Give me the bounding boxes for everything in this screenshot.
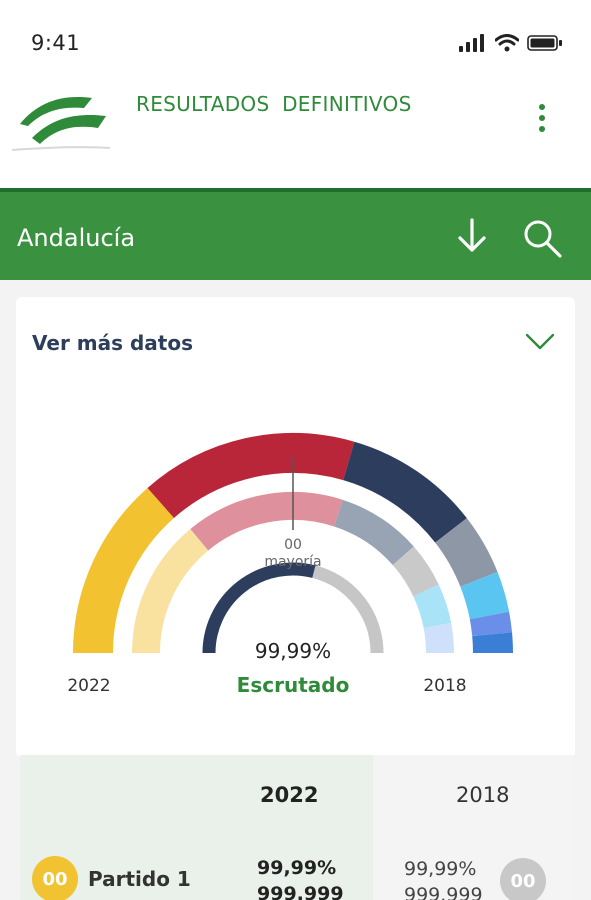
chevron-down-icon[interactable] (524, 329, 556, 353)
status-time: 9:41 (31, 31, 81, 55)
app-header: RESULTADOS DEFINITIVOS (0, 86, 591, 188)
battery-icon (527, 35, 562, 51)
column-header-2022: 2022 (260, 783, 319, 807)
column-2022-background (20, 755, 373, 900)
download-icon[interactable] (452, 216, 492, 256)
region-toolbar: Andalucía (0, 188, 591, 280)
results-table: 2022 2018 00 Partido 1 99,99% 999.999 99… (20, 755, 572, 900)
andalucia-logo (11, 97, 111, 151)
party-badge-2018: 00 (500, 858, 546, 900)
header-title: RESULTADOS DEFINITIVOS (136, 92, 412, 116)
search-icon[interactable] (520, 216, 564, 260)
signal-icon (459, 34, 484, 52)
percent-2022: 99,99% (257, 857, 337, 879)
more-vertical-icon[interactable] (524, 100, 560, 136)
status-bar: 9:41 (0, 0, 591, 86)
party-name[interactable]: Partido 1 (88, 867, 191, 891)
region-title: Andalucía (17, 224, 136, 252)
votes-2018: 999.999 (404, 884, 483, 900)
results-card: Ver más datos (16, 297, 575, 757)
column-header-2018: 2018 (456, 783, 510, 807)
more-data-toggle[interactable]: Ver más datos (32, 331, 193, 355)
wifi-icon (495, 34, 519, 52)
votes-2022: 999.999 (257, 883, 344, 900)
status-icons (459, 33, 563, 53)
party-badge-2022: 00 (32, 856, 78, 900)
percent-2018: 99,99% (404, 858, 477, 880)
